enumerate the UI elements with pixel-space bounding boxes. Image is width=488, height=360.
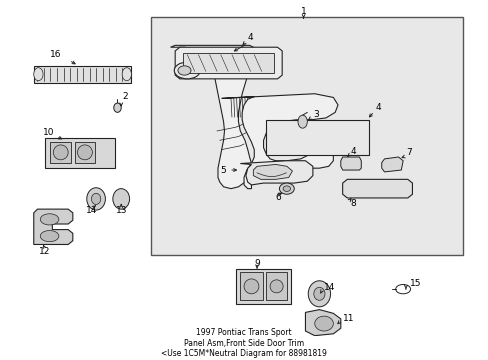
Text: 9: 9 xyxy=(254,258,260,267)
Polygon shape xyxy=(170,45,260,189)
Ellipse shape xyxy=(53,145,68,160)
Polygon shape xyxy=(221,94,337,189)
Bar xyxy=(235,269,291,304)
Text: 4: 4 xyxy=(374,103,380,112)
Bar xyxy=(266,120,368,155)
Polygon shape xyxy=(240,161,312,185)
Ellipse shape xyxy=(174,62,200,79)
Bar xyxy=(75,142,95,163)
Polygon shape xyxy=(340,157,361,170)
Text: 8: 8 xyxy=(349,199,355,208)
Ellipse shape xyxy=(313,287,325,300)
Text: 1: 1 xyxy=(300,7,306,16)
Bar xyxy=(266,273,286,300)
Text: 1997 Pontiac Trans Sport
Panel Asm,Front Side Door Trim
<Use 1C5M*Neutral Diagra: 1997 Pontiac Trans Sport Panel Asm,Front… xyxy=(161,328,326,358)
Ellipse shape xyxy=(91,193,101,204)
Text: 10: 10 xyxy=(43,128,55,137)
Text: 14: 14 xyxy=(85,206,97,215)
Bar xyxy=(151,17,462,255)
Bar xyxy=(240,273,262,300)
Polygon shape xyxy=(342,179,411,198)
Text: 4: 4 xyxy=(349,147,355,156)
Ellipse shape xyxy=(114,103,121,112)
Ellipse shape xyxy=(283,186,290,192)
Text: 7: 7 xyxy=(405,148,411,157)
Bar xyxy=(34,66,131,82)
Ellipse shape xyxy=(113,189,129,209)
Text: 5: 5 xyxy=(220,166,226,175)
Ellipse shape xyxy=(86,188,105,210)
Ellipse shape xyxy=(40,230,59,242)
Polygon shape xyxy=(34,209,73,244)
Bar xyxy=(182,53,273,73)
Text: 15: 15 xyxy=(409,279,420,288)
Text: 13: 13 xyxy=(115,206,127,215)
Ellipse shape xyxy=(279,183,294,194)
Ellipse shape xyxy=(307,281,330,307)
Text: 11: 11 xyxy=(342,314,353,323)
Text: 4: 4 xyxy=(247,33,253,42)
Ellipse shape xyxy=(244,279,258,294)
Text: 12: 12 xyxy=(39,247,50,256)
Polygon shape xyxy=(175,47,282,79)
Ellipse shape xyxy=(34,68,43,81)
Bar xyxy=(45,138,115,168)
Ellipse shape xyxy=(178,66,191,75)
Polygon shape xyxy=(253,165,292,179)
Text: 2: 2 xyxy=(122,92,127,101)
Ellipse shape xyxy=(269,280,283,293)
Ellipse shape xyxy=(77,145,92,160)
Ellipse shape xyxy=(40,214,59,225)
Text: 14: 14 xyxy=(324,283,335,292)
Ellipse shape xyxy=(122,68,131,81)
Text: 6: 6 xyxy=(275,193,281,202)
Text: 3: 3 xyxy=(312,110,318,119)
Text: 16: 16 xyxy=(50,50,61,59)
Bar xyxy=(50,142,71,163)
Polygon shape xyxy=(305,310,340,336)
Ellipse shape xyxy=(297,115,306,128)
Polygon shape xyxy=(381,157,402,172)
Ellipse shape xyxy=(314,316,333,331)
